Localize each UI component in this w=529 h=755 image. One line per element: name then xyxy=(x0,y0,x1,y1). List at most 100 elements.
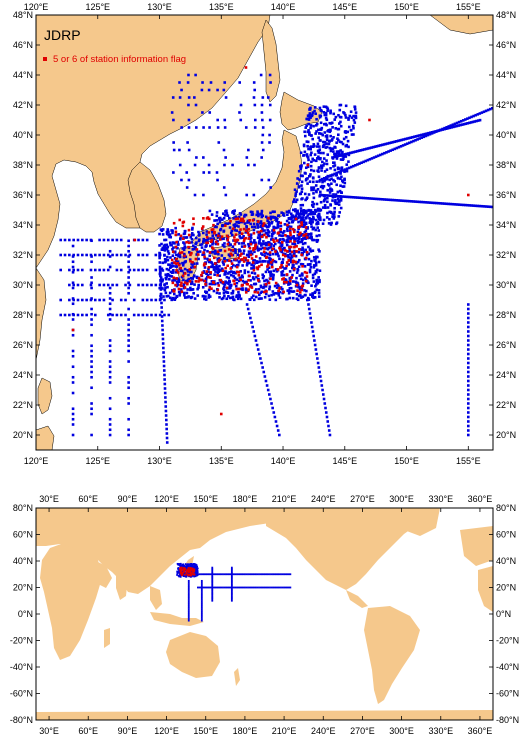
station-marker xyxy=(189,288,192,292)
station-marker xyxy=(300,287,304,290)
station-marker xyxy=(289,233,292,237)
station-marker xyxy=(308,216,311,220)
station-marker xyxy=(287,573,290,576)
station-marker xyxy=(160,306,163,309)
station-marker xyxy=(128,253,132,257)
station-marker xyxy=(238,81,241,84)
station-marker xyxy=(386,142,389,145)
station-marker xyxy=(249,222,252,226)
station-marker xyxy=(252,241,256,244)
station-marker xyxy=(261,214,265,218)
station-marker xyxy=(295,297,299,301)
station-marker xyxy=(337,194,341,198)
station-marker xyxy=(259,225,263,229)
station-marker xyxy=(287,258,291,262)
station-marker xyxy=(226,573,229,576)
station-marker xyxy=(292,280,295,283)
station-marker xyxy=(327,194,330,197)
station-marker xyxy=(226,235,230,239)
station-marker xyxy=(111,253,114,257)
station-marker xyxy=(285,280,288,284)
station-marker xyxy=(76,283,80,287)
bottom-lon-tick-label: 140°E xyxy=(271,456,296,466)
station-marker xyxy=(327,139,331,143)
station-marker xyxy=(187,616,190,619)
station-marker xyxy=(366,147,370,150)
station-marker xyxy=(305,275,309,278)
station-marker xyxy=(259,357,262,360)
station-marker xyxy=(234,573,237,576)
station-marker xyxy=(133,238,137,242)
station-marker xyxy=(313,259,316,262)
station-marker xyxy=(328,433,332,437)
station-marker xyxy=(158,272,162,276)
station-marker xyxy=(180,566,183,569)
station-marker xyxy=(407,136,411,140)
station-marker xyxy=(303,265,307,268)
station-marker xyxy=(312,202,316,206)
station-marker xyxy=(320,126,324,130)
station-marker xyxy=(281,287,284,291)
station-marker xyxy=(412,135,416,139)
station-marker xyxy=(218,220,222,224)
station-marker xyxy=(176,261,180,265)
station-marker xyxy=(158,286,162,290)
station-marker xyxy=(172,246,175,249)
station-marker xyxy=(177,574,180,577)
top-lon-tick-label: 145°E xyxy=(332,2,357,12)
station-marker xyxy=(262,285,266,289)
station-marker xyxy=(187,586,190,589)
station-marker xyxy=(342,137,346,141)
station-marker xyxy=(241,275,244,279)
station-marker xyxy=(184,563,187,565)
station-marker xyxy=(216,288,220,292)
station-marker xyxy=(216,178,219,182)
station-marker xyxy=(145,298,149,302)
station-marker xyxy=(320,132,323,136)
station-marker xyxy=(227,253,231,256)
station-marker xyxy=(339,177,342,181)
station-marker xyxy=(264,270,268,274)
station-marker xyxy=(466,330,470,333)
station-marker xyxy=(154,253,158,257)
station-marker xyxy=(240,586,243,589)
station-marker xyxy=(189,286,192,290)
station-marker xyxy=(320,384,324,387)
station-marker xyxy=(226,214,230,217)
station-marker xyxy=(145,253,149,257)
station-marker xyxy=(207,237,210,240)
station-marker xyxy=(271,252,275,256)
station-marker xyxy=(273,415,277,419)
station-marker xyxy=(187,569,190,571)
station-marker xyxy=(187,245,190,249)
station-marker xyxy=(187,603,190,606)
station-marker xyxy=(340,168,343,171)
station-marker xyxy=(457,124,461,127)
station-marker xyxy=(284,267,288,270)
station-marker xyxy=(212,573,215,576)
station-marker xyxy=(424,201,428,204)
station-marker xyxy=(322,164,325,167)
station-marker xyxy=(288,286,292,290)
station-marker xyxy=(194,569,197,572)
station-marker xyxy=(314,210,318,213)
station-marker xyxy=(165,232,169,236)
station-marker xyxy=(269,215,272,219)
station-marker xyxy=(160,301,163,305)
station-marker xyxy=(207,266,211,269)
station-marker xyxy=(237,291,240,294)
station-marker xyxy=(268,224,271,227)
station-marker xyxy=(231,248,235,252)
station-marker xyxy=(296,230,300,234)
station-marker xyxy=(322,105,326,108)
station-marker xyxy=(290,276,294,279)
top-lon-tick-label: 140°E xyxy=(271,2,296,12)
station-marker xyxy=(273,573,276,576)
station-marker xyxy=(231,291,235,295)
station-marker xyxy=(266,265,269,268)
station-marker xyxy=(194,564,197,567)
station-marker xyxy=(315,352,318,356)
station-marker xyxy=(115,238,119,242)
station-marker xyxy=(115,253,119,257)
station-marker xyxy=(339,103,343,107)
